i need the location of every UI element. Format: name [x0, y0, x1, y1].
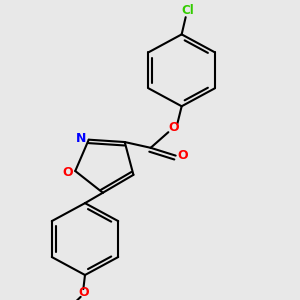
- Text: O: O: [168, 121, 178, 134]
- Text: O: O: [78, 286, 88, 299]
- Text: N: N: [76, 132, 87, 145]
- Text: Cl: Cl: [181, 4, 194, 17]
- Text: O: O: [63, 166, 73, 179]
- Text: O: O: [178, 149, 188, 162]
